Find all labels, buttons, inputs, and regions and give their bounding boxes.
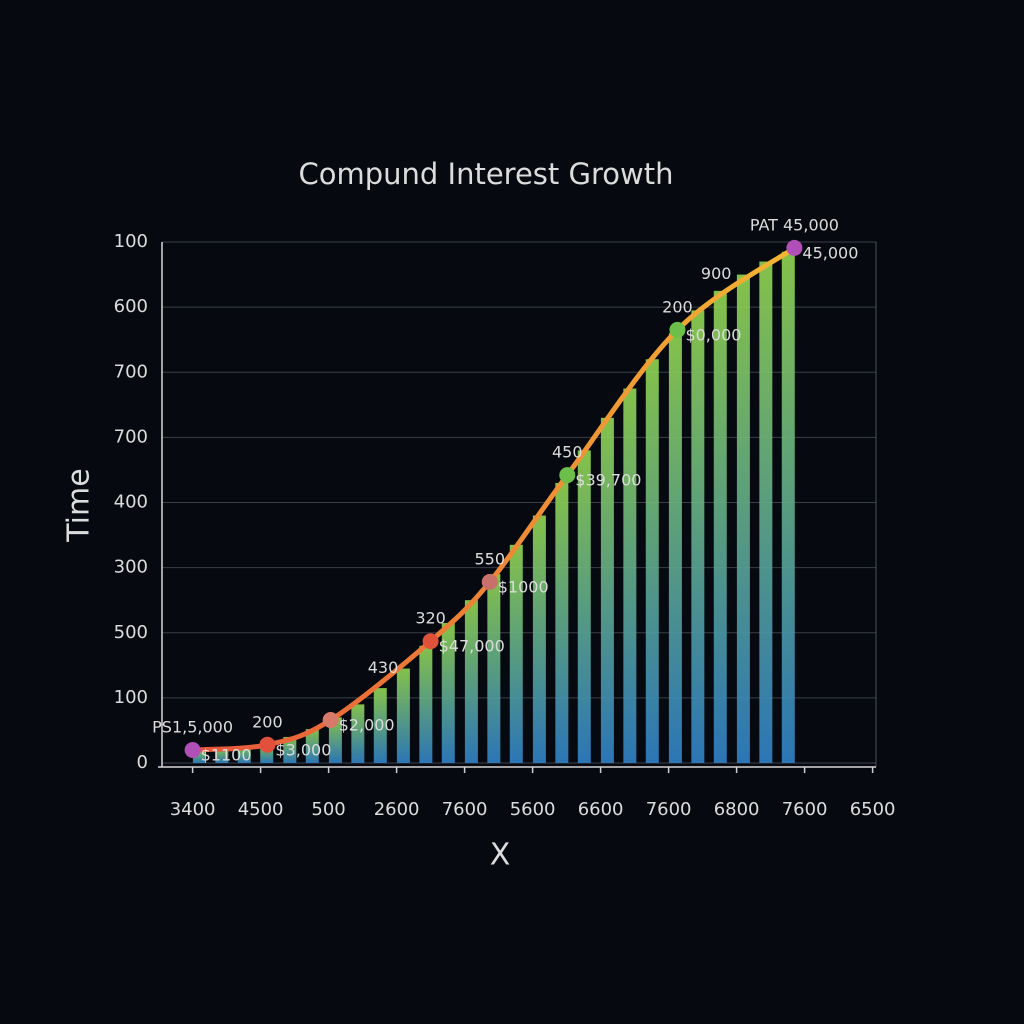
bar [396, 668, 410, 763]
bar [441, 622, 455, 763]
bar [645, 359, 659, 763]
bar [736, 274, 750, 763]
point-top-label: 200 [252, 712, 283, 731]
point-side-label: $1100 [201, 745, 252, 764]
y-tick-label: 300 [114, 557, 148, 578]
point-side-label: $0,000 [685, 325, 741, 344]
y-tick-label: 500 [114, 622, 148, 643]
point-side-label: 45,000 [802, 243, 858, 262]
marker [322, 712, 339, 729]
annotation: 900 [701, 264, 732, 283]
point-top-label: PAT 45,000 [750, 215, 839, 234]
point-side-label: $39,700 [575, 471, 641, 490]
bar [487, 574, 501, 763]
bar [215, 748, 229, 763]
marker [184, 741, 201, 758]
x-tick-label: 7600 [646, 799, 692, 820]
bar [668, 333, 682, 763]
bar [305, 729, 319, 763]
point-top-label: 550 [474, 549, 505, 568]
marker [669, 321, 686, 338]
bar [759, 261, 773, 763]
bar [691, 310, 705, 763]
point-side-label: $47,000 [439, 637, 505, 656]
x-axis-label: X [490, 838, 511, 873]
y-tick-label: 100 [114, 687, 148, 708]
bar [328, 717, 342, 763]
bar [237, 746, 251, 763]
y-tick-label: 400 [114, 492, 148, 513]
bar [464, 600, 478, 763]
bar [419, 645, 433, 763]
marker [559, 467, 576, 484]
bar [351, 704, 365, 763]
point-top-label: 450 [552, 443, 583, 462]
y-tick-label: 700 [114, 426, 148, 447]
bar [532, 515, 546, 763]
annotation: 430 [368, 658, 399, 677]
point-top-label: 200 [662, 297, 693, 316]
bar [623, 388, 637, 763]
x-tick-label: 5600 [510, 799, 556, 820]
x-tick-label: 7600 [442, 799, 488, 820]
point-top-label: PS1,5,000 [152, 717, 233, 736]
x-tick-label: 4500 [238, 799, 284, 820]
x-tick-label: 7600 [782, 799, 828, 820]
x-tick-label: 6500 [850, 799, 896, 820]
y-tick-label: 0 [137, 752, 148, 773]
point-side-label: $3,000 [275, 740, 331, 759]
y-tick-label: 600 [114, 296, 148, 317]
y-tick-label: 700 [114, 361, 148, 382]
x-tick-label: 6600 [578, 799, 624, 820]
marker [422, 633, 439, 650]
point-side-label: $2,000 [339, 716, 395, 735]
x-tick-label: 2600 [374, 799, 420, 820]
marker [786, 239, 803, 256]
bar [781, 251, 795, 764]
marker [259, 736, 276, 753]
chart-title: Compund Interest Growth [299, 157, 674, 191]
bar [373, 688, 387, 763]
point-side-label: $1000 [498, 577, 549, 596]
point-top-label: 320 [415, 609, 446, 628]
x-tick-label: 6800 [714, 799, 760, 820]
y-axis-label: Time [62, 468, 97, 542]
bar [600, 417, 614, 763]
x-tick-label: 500 [311, 799, 345, 820]
marker [481, 573, 498, 590]
bar [509, 544, 523, 763]
bar [713, 290, 727, 763]
bar [283, 736, 297, 763]
bar [577, 450, 591, 763]
y-tick-label: 100 [114, 231, 148, 252]
x-tick-label: 3400 [170, 799, 216, 820]
bar [555, 482, 569, 763]
